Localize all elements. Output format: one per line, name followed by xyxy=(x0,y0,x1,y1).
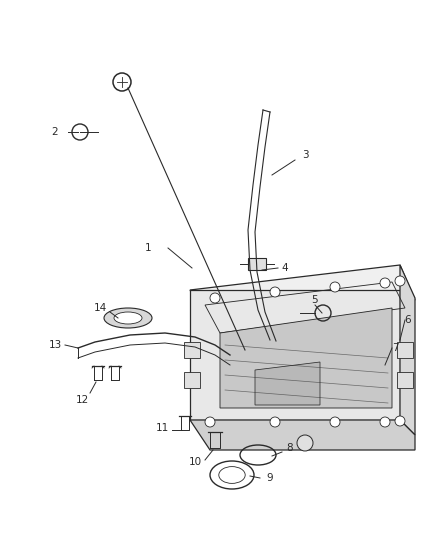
Circle shape xyxy=(270,287,280,297)
Polygon shape xyxy=(190,420,415,450)
Polygon shape xyxy=(220,308,392,408)
Text: 3: 3 xyxy=(302,150,308,160)
Circle shape xyxy=(395,276,405,286)
Polygon shape xyxy=(397,372,413,388)
Polygon shape xyxy=(190,290,400,420)
Circle shape xyxy=(210,293,220,303)
Circle shape xyxy=(297,435,313,451)
Text: 8: 8 xyxy=(287,443,293,453)
Polygon shape xyxy=(184,372,200,388)
Text: 14: 14 xyxy=(93,303,106,313)
Text: 5: 5 xyxy=(312,295,318,305)
Text: 6: 6 xyxy=(405,315,411,325)
Text: 11: 11 xyxy=(155,423,169,433)
Text: 9: 9 xyxy=(267,473,273,483)
Polygon shape xyxy=(184,342,200,358)
Polygon shape xyxy=(255,362,320,405)
Circle shape xyxy=(330,282,340,292)
Polygon shape xyxy=(248,258,266,270)
Ellipse shape xyxy=(114,312,142,324)
Text: 2: 2 xyxy=(52,127,58,137)
Text: 4: 4 xyxy=(282,263,288,273)
Circle shape xyxy=(270,417,280,427)
Circle shape xyxy=(380,278,390,288)
Text: 10: 10 xyxy=(188,457,201,467)
Ellipse shape xyxy=(104,308,152,328)
Circle shape xyxy=(330,417,340,427)
Text: 13: 13 xyxy=(48,340,62,350)
Polygon shape xyxy=(190,265,415,330)
Circle shape xyxy=(205,417,215,427)
Text: 1: 1 xyxy=(145,243,151,253)
Circle shape xyxy=(395,416,405,426)
Polygon shape xyxy=(397,342,413,358)
Text: 7: 7 xyxy=(392,343,398,353)
Circle shape xyxy=(380,417,390,427)
Polygon shape xyxy=(400,265,415,435)
Text: 12: 12 xyxy=(75,395,88,405)
